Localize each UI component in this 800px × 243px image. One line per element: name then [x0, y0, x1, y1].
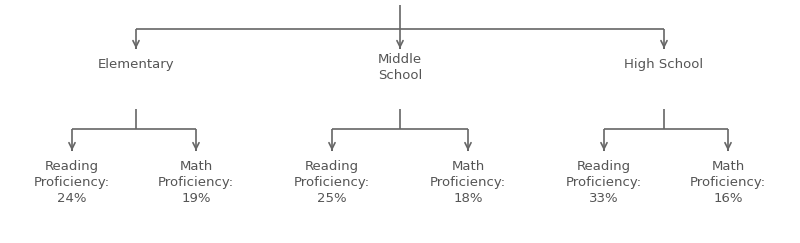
Text: Math
Proficiency:
16%: Math Proficiency: 16%	[690, 160, 766, 205]
Text: Elementary: Elementary	[98, 58, 174, 71]
Text: Reading
Proficiency:
25%: Reading Proficiency: 25%	[294, 160, 370, 205]
Text: Reading
Proficiency:
33%: Reading Proficiency: 33%	[566, 160, 642, 205]
Text: Math
Proficiency:
19%: Math Proficiency: 19%	[158, 160, 234, 205]
Text: Math
Proficiency:
18%: Math Proficiency: 18%	[430, 160, 506, 205]
Text: Reading
Proficiency:
24%: Reading Proficiency: 24%	[34, 160, 110, 205]
Text: Middle
School: Middle School	[378, 53, 422, 82]
Text: High School: High School	[625, 58, 703, 71]
